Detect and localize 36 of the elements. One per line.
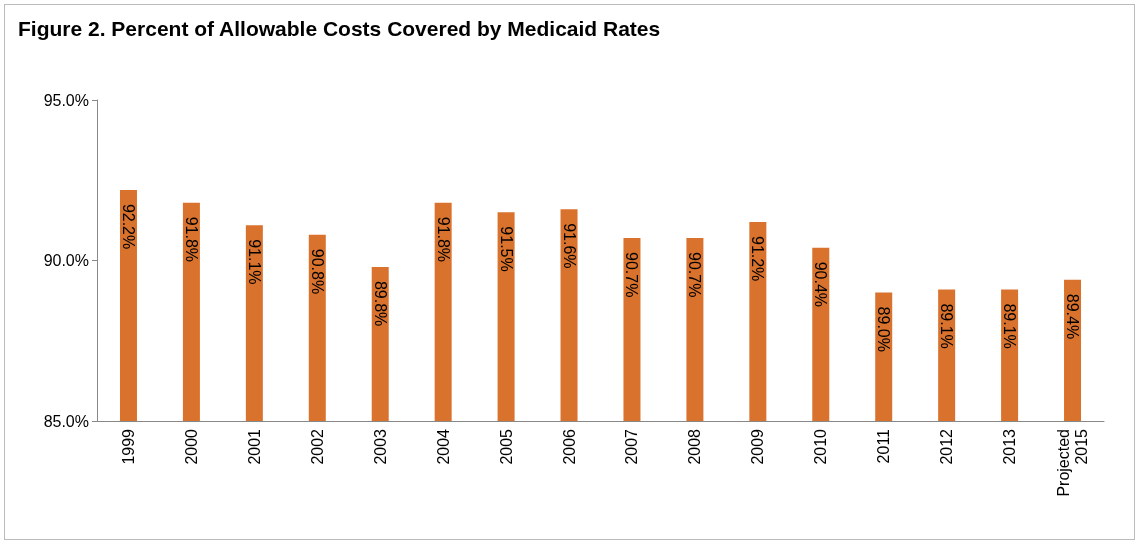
x-tick-label: 2009	[749, 428, 767, 465]
x-tick-label: 2005	[497, 428, 515, 465]
data-label: 90.7%	[686, 252, 704, 298]
data-label: 90.7%	[623, 252, 641, 298]
data-label: 91.6%	[560, 223, 578, 269]
data-label: 90.8%	[308, 248, 326, 295]
chart-title: Figure 2. Percent of Allowable Costs Covered by Medicaid Rates	[18, 17, 661, 40]
data-label: 91.2%	[749, 235, 767, 282]
data-label: 89.1%	[938, 303, 956, 349]
data-label: 89.8%	[371, 280, 389, 327]
data-label: 92.2%	[119, 203, 137, 250]
x-tick-label: 2008	[686, 428, 704, 465]
y-tick-label: 85.0%	[43, 412, 89, 430]
data-label: 91.8%	[182, 216, 200, 263]
x-tick-label: 2002	[308, 428, 326, 465]
x-tick-label: Projected 2015	[1055, 428, 1091, 497]
y-tick-label: 95.0%	[43, 91, 89, 109]
data-label: 89.1%	[1001, 303, 1019, 349]
x-tick-label: 2013	[1001, 428, 1019, 465]
data-label: 89.4%	[1064, 293, 1082, 340]
x-tick-label: 2010	[812, 428, 830, 465]
x-tick-label: 2011	[875, 428, 893, 464]
x-tick-label: 2006	[560, 428, 578, 465]
x-tick-label: 1999	[119, 428, 137, 465]
x-tick-label: 2001	[245, 428, 263, 465]
x-tick-label: 2000	[182, 428, 200, 465]
x-tick-label: 2004	[434, 428, 452, 465]
data-label: 89.0%	[875, 306, 893, 352]
data-label: 91.1%	[245, 239, 263, 285]
x-tick-label: 2012	[938, 428, 956, 465]
x-tick-label: 2003	[371, 428, 389, 465]
data-label: 90.4%	[812, 261, 830, 308]
y-tick-label: 90.0%	[43, 252, 89, 269]
data-label: 91.5%	[497, 226, 515, 272]
x-tick-label: 2007	[623, 428, 641, 465]
data-label: 91.8%	[434, 216, 452, 263]
